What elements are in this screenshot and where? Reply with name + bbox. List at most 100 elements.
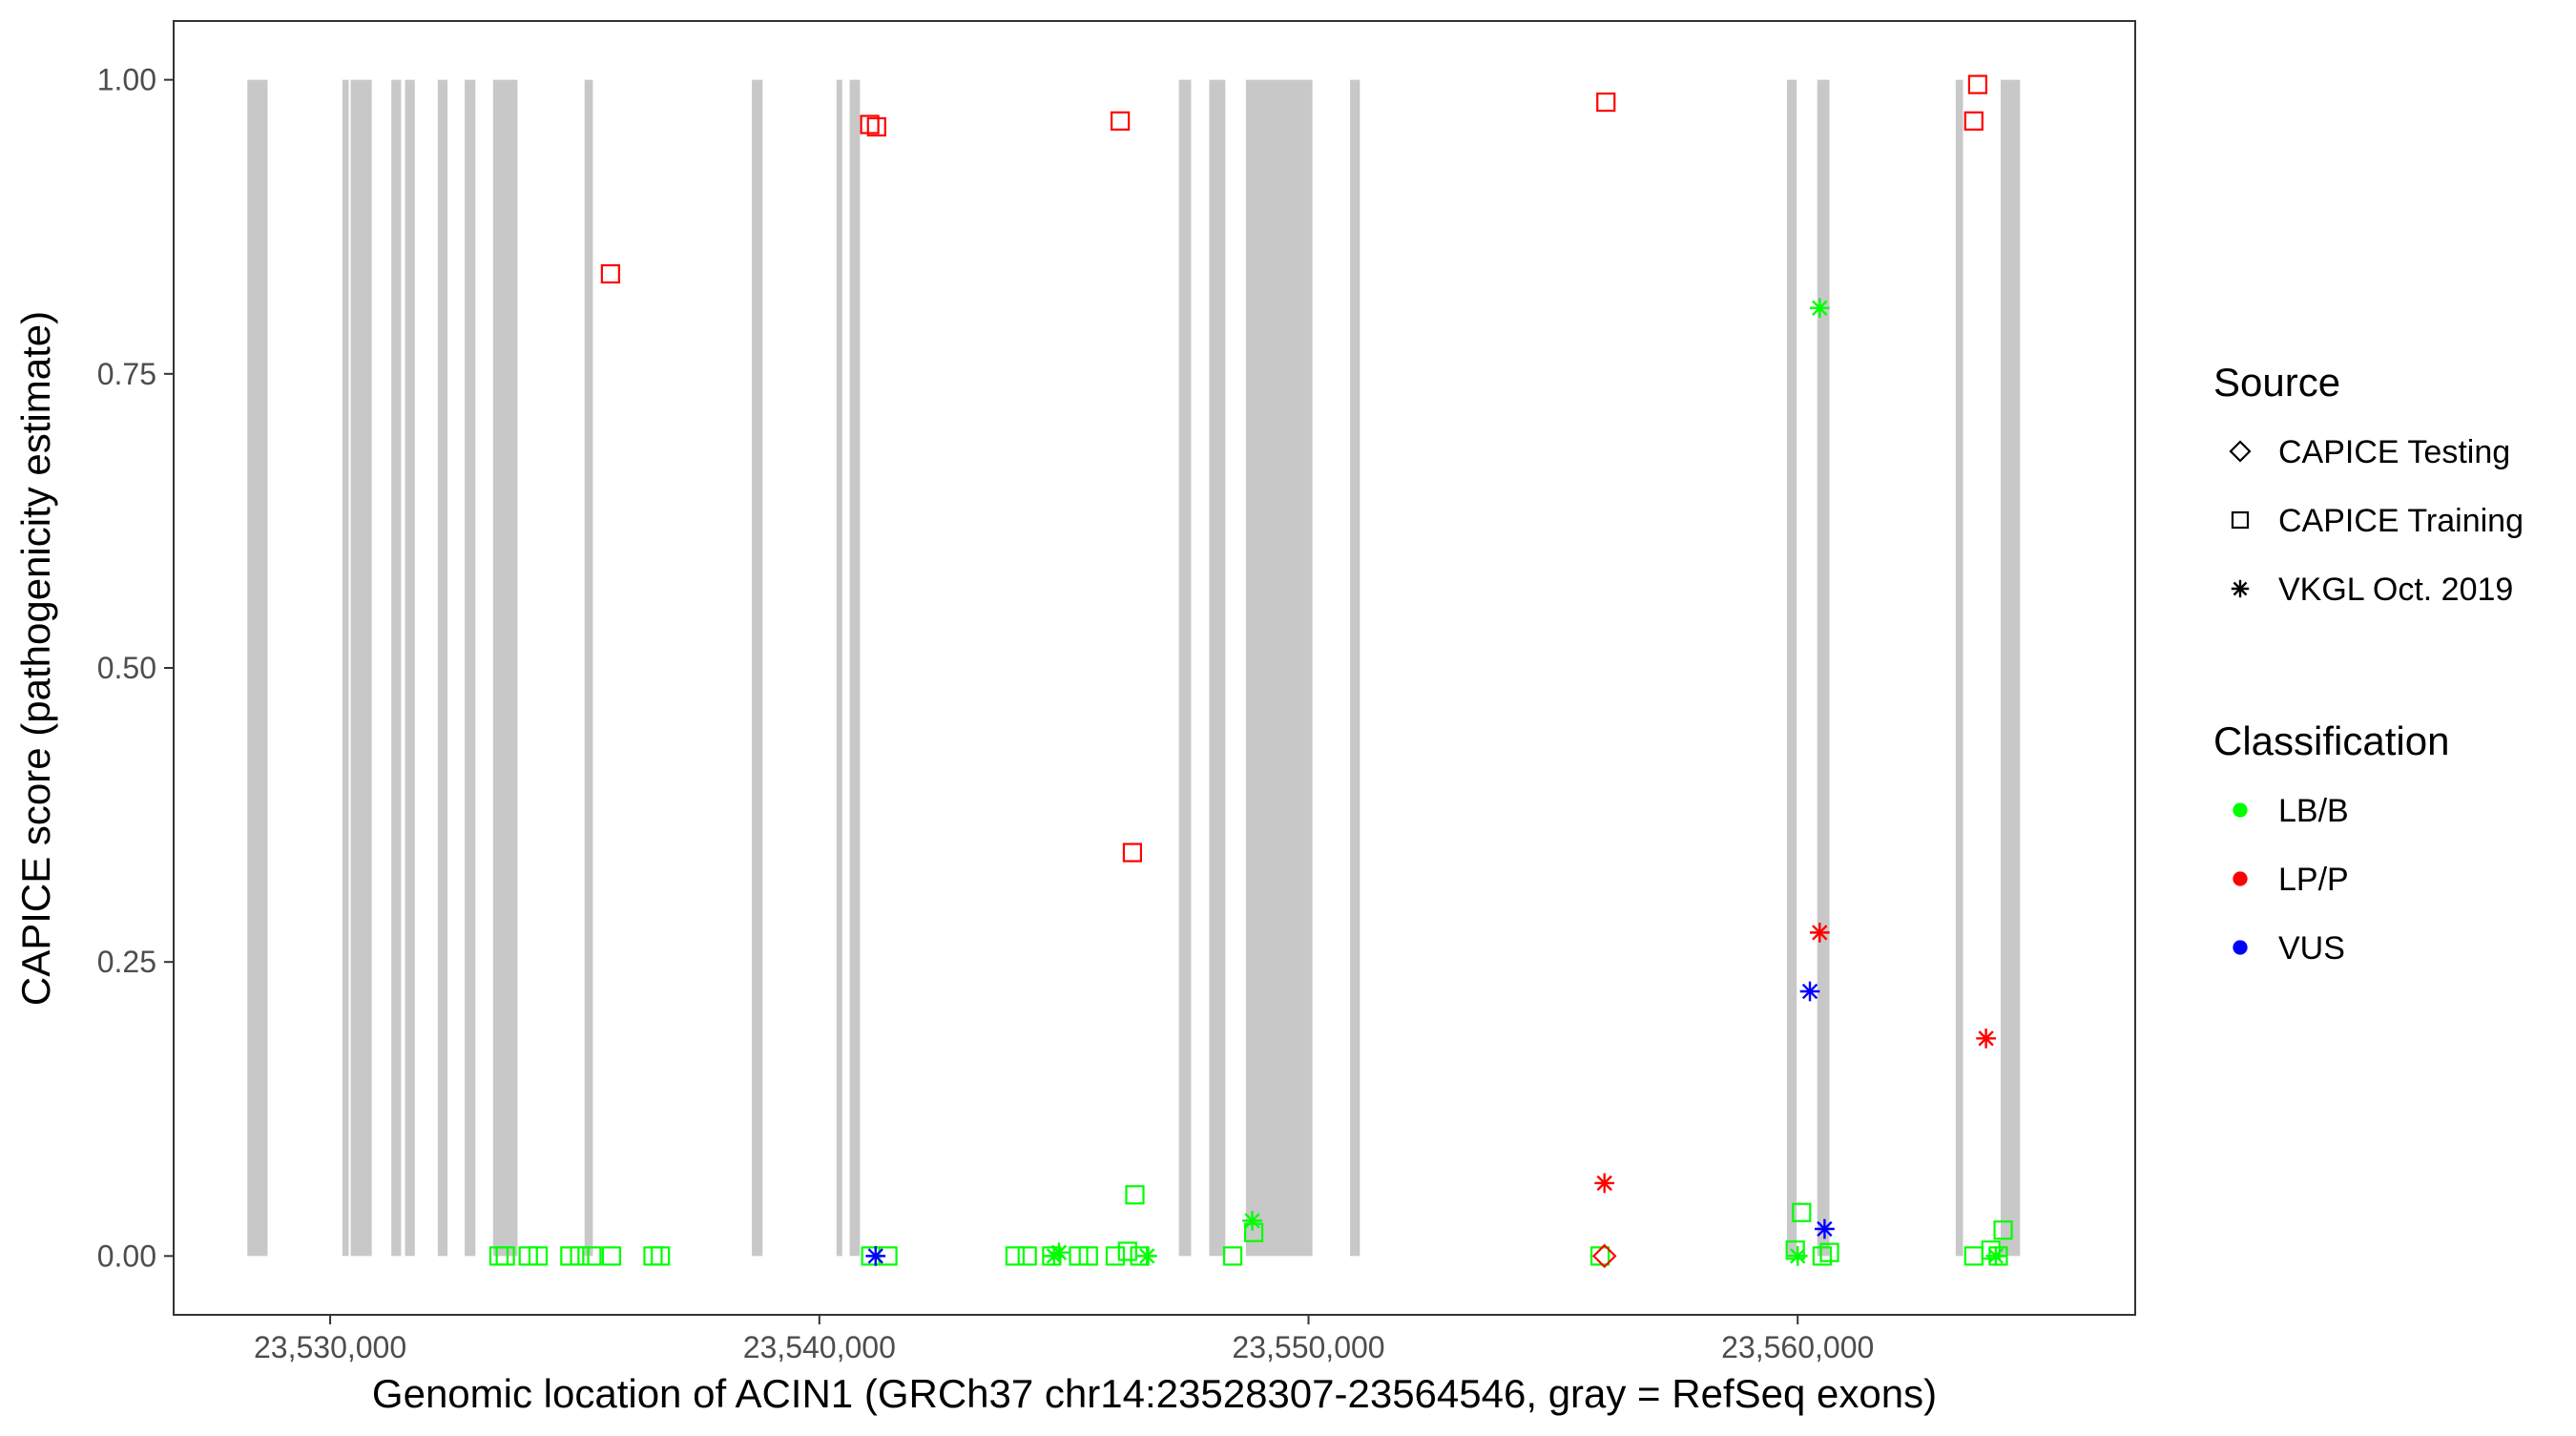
data-point-square (518, 1246, 538, 1266)
data-point-square (1792, 1202, 1812, 1222)
data-point-asterisk (1136, 1246, 1157, 1266)
asterisk-stroke (1801, 983, 1818, 1000)
legend-item-label: VKGL Oct. 2019 (2278, 572, 2513, 608)
data-point-square (1967, 74, 1988, 94)
exon-band (836, 79, 842, 1257)
y-tick-label: 0.75 (97, 357, 156, 391)
exon-band (2001, 79, 2021, 1257)
exon-band (1245, 79, 1313, 1257)
data-point-asterisk (1799, 981, 1820, 1002)
exon-band (1350, 79, 1361, 1257)
asterisk-stroke (1987, 1248, 2005, 1264)
exon-band (584, 79, 593, 1257)
legend-item-label: CAPICE Testing (2278, 434, 2510, 470)
legend-key-dot (2233, 802, 2248, 818)
asterisk-stroke (1790, 1248, 1806, 1264)
data-point-square (600, 263, 620, 284)
legend-title: Source (2213, 360, 2340, 405)
data-point-square (1993, 1220, 2013, 1240)
legend-key-diamond (2229, 440, 2252, 463)
data-point-asterisk (1049, 1242, 1070, 1263)
y-tick-label: 0.00 (97, 1238, 156, 1273)
data-point-asterisk (1985, 1246, 2006, 1266)
asterisk-stroke (1812, 300, 1828, 316)
data-point-square (1819, 1242, 1839, 1262)
data-point-square (1117, 1241, 1137, 1261)
asterisk-stroke (1978, 1030, 1994, 1047)
data-point-square (582, 1246, 602, 1266)
data-point-square (1596, 92, 1616, 113)
legend-key-square (2231, 510, 2250, 530)
data-point-square (1125, 1185, 1145, 1205)
x-tick-label: 23,530,000 (254, 1330, 406, 1364)
legend-key-dot (2233, 871, 2248, 886)
data-point-square (1005, 1246, 1025, 1266)
data-point-square (1963, 111, 1984, 131)
asterisk-stroke (1812, 925, 1828, 941)
asterisk-stroke (1817, 1220, 1833, 1238)
legend-key-asterisk (2231, 579, 2250, 598)
data-point-asterisk (1976, 1028, 1996, 1049)
exon-layer (247, 79, 2021, 1257)
data-point-square (866, 116, 886, 137)
asterisk-stroke (2233, 581, 2248, 596)
exon-band (1817, 79, 1830, 1257)
plot-panel-border (173, 20, 2136, 1316)
data-point-square (528, 1246, 549, 1266)
data-point-square (1812, 1246, 1832, 1266)
exon-band (465, 79, 476, 1257)
data-point-asterisk (1815, 1218, 1835, 1239)
data-point-square (1589, 1246, 1610, 1266)
exon-band (350, 79, 372, 1257)
y-tick-label: 0.50 (97, 651, 156, 685)
points-layer (488, 74, 2013, 1269)
asterisk-stroke (867, 1248, 883, 1264)
data-point-asterisk (1787, 1246, 1808, 1266)
exon-band (492, 79, 518, 1257)
exon-band (1786, 79, 1797, 1257)
exon-band (849, 79, 861, 1257)
legend-item-label: LP/P (2278, 862, 2349, 898)
exon-band (1955, 79, 1963, 1257)
asterisk-stroke (1139, 1248, 1155, 1264)
exon-band (1178, 79, 1192, 1257)
data-point-square (1105, 1246, 1126, 1266)
y-tick-label: 1.00 (97, 63, 156, 97)
exon-band (247, 79, 268, 1257)
exon-band (405, 79, 415, 1257)
exon-band (752, 79, 763, 1257)
data-point-square (601, 1246, 621, 1266)
data-point-asterisk (1809, 298, 1830, 319)
data-point-square (651, 1246, 671, 1266)
legend-item-label: CAPICE Training (2278, 503, 2524, 539)
data-point-asterisk (1594, 1173, 1615, 1194)
legend-item-label: VUS (2278, 930, 2345, 967)
data-point-square (1078, 1246, 1098, 1266)
legend-key-dot (2233, 940, 2248, 955)
data-point-asterisk (865, 1246, 886, 1266)
exon-band (1209, 79, 1226, 1257)
data-point-square (1981, 1240, 2001, 1260)
y-tick-label: 0.25 (97, 945, 156, 979)
asterisk-stroke (1050, 1244, 1068, 1260)
x-axis-title: Genomic location of ACIN1 (GRCh37 chr14:… (372, 1371, 1937, 1416)
x-tick-label: 23,550,000 (1232, 1330, 1384, 1364)
data-point-diamond (1591, 1243, 1617, 1269)
data-point-square (1243, 1222, 1264, 1242)
data-point-square (570, 1246, 590, 1266)
data-point-square (560, 1246, 580, 1266)
asterisk-stroke (1244, 1213, 1260, 1229)
data-point-square (495, 1246, 515, 1266)
asterisk-stroke (1596, 1175, 1612, 1192)
legend: Source CAPICE Testing CAPICE Training VKGL … (2213, 360, 2524, 967)
y-axis-title: CAPICE score (pathogenicity estimate) (13, 311, 58, 1006)
exon-band (391, 79, 402, 1257)
data-point-square (1017, 1246, 1037, 1266)
x-tick-label: 23,560,000 (1721, 1330, 1874, 1364)
data-point-square (1222, 1246, 1243, 1266)
data-point-asterisk (1242, 1211, 1262, 1231)
exon-band (342, 79, 349, 1257)
data-point-asterisk (1809, 923, 1830, 943)
